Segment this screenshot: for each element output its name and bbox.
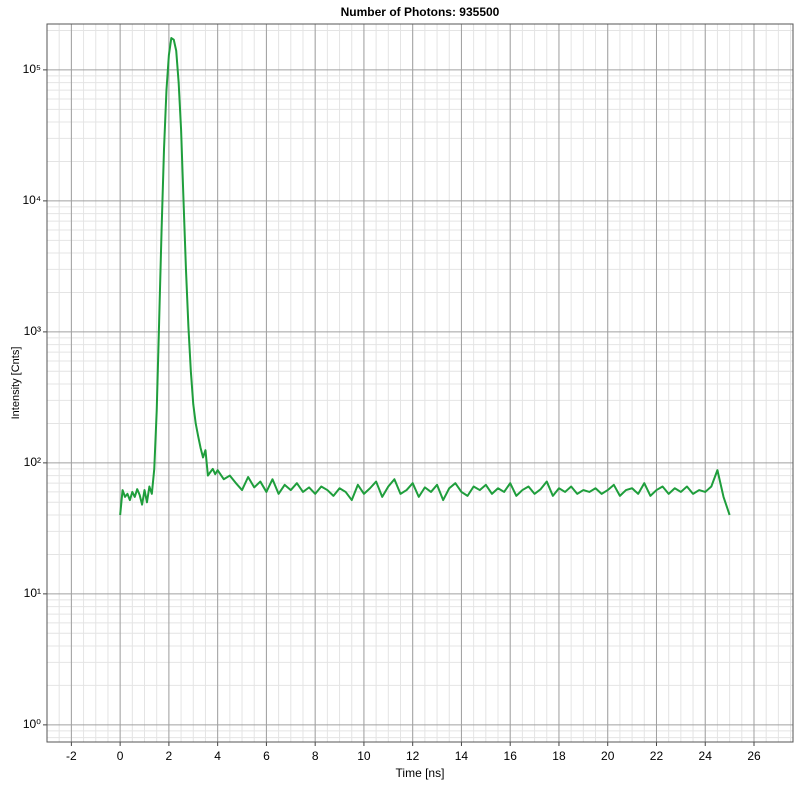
x-tick-label: 24 bbox=[699, 749, 713, 763]
chart-title: Number of Photons: 935500 bbox=[341, 5, 500, 19]
x-tick-label: 18 bbox=[552, 749, 566, 763]
x-tick-label: 12 bbox=[406, 749, 420, 763]
x-tick-label: 26 bbox=[747, 749, 761, 763]
x-tick-label: 6 bbox=[263, 749, 270, 763]
y-tick-label: 10⁵ bbox=[23, 62, 41, 76]
y-tick-label: 10¹ bbox=[24, 586, 41, 600]
y-tick-label: 10³ bbox=[24, 324, 41, 338]
x-tick-label: 0 bbox=[117, 749, 124, 763]
x-tick-label: -2 bbox=[66, 749, 77, 763]
y-tick-label: 10⁰ bbox=[23, 717, 41, 731]
y-tick-label: 10² bbox=[24, 455, 41, 469]
x-tick-label: 14 bbox=[455, 749, 469, 763]
x-tick-label: 16 bbox=[504, 749, 518, 763]
x-axis-label: Time [ns] bbox=[396, 766, 445, 780]
x-tick-label: 20 bbox=[601, 749, 615, 763]
x-tick-label: 10 bbox=[357, 749, 371, 763]
plot-frame bbox=[46, 23, 794, 743]
x-tick-label: 22 bbox=[650, 749, 664, 763]
x-tick-label: 2 bbox=[166, 749, 173, 763]
data-line bbox=[119, 37, 731, 516]
y-tick-label: 10⁴ bbox=[22, 193, 41, 207]
y-axis-label: Intensity [Cnts] bbox=[10, 347, 22, 420]
x-tick-label: 8 bbox=[312, 749, 319, 763]
x-tick-label: 4 bbox=[214, 749, 221, 763]
